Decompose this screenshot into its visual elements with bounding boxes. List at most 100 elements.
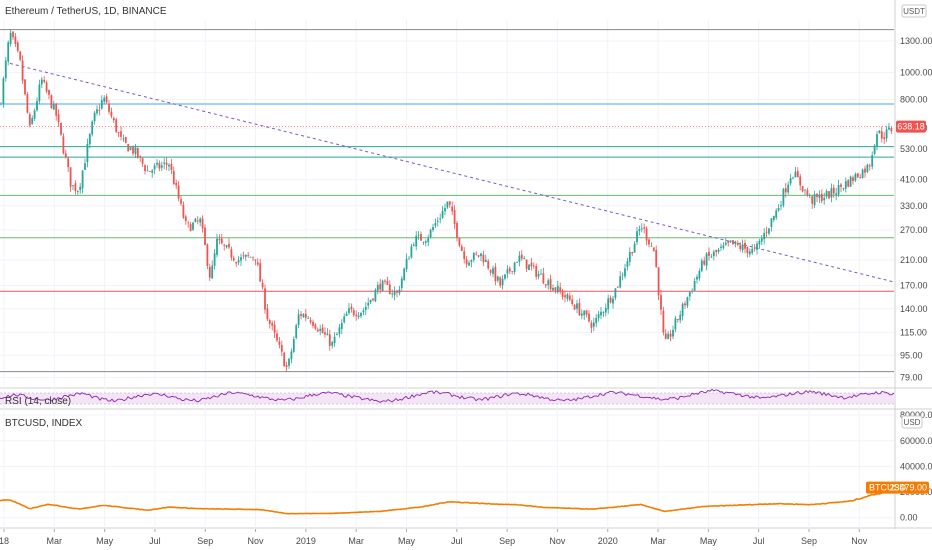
candle-body <box>448 201 451 205</box>
btc-currency-button[interactable] <box>901 415 923 429</box>
candle-body <box>148 171 151 172</box>
candle-body <box>396 290 398 293</box>
currency-button[interactable] <box>901 4 927 18</box>
candle-body <box>12 31 14 38</box>
candle-body <box>621 274 624 276</box>
candle-body <box>249 256 252 258</box>
candle-body <box>230 249 233 258</box>
candle-body <box>237 260 240 263</box>
candle-body <box>856 173 859 178</box>
candle-body <box>228 243 230 248</box>
candle-body <box>763 233 766 240</box>
candle-body <box>4 60 7 79</box>
y-tick-label: 95.00 <box>900 350 923 360</box>
candle-body <box>33 110 36 119</box>
btc-title: BTCUSD, INDEX <box>5 418 83 429</box>
candle-body <box>585 310 588 315</box>
candle-body <box>597 314 600 318</box>
btc-last-value: 23479.00 <box>889 483 927 493</box>
candle-body <box>780 205 782 207</box>
candle-body <box>184 216 187 222</box>
candle-body <box>211 265 214 279</box>
candle-body <box>247 254 250 256</box>
y-tick-label: 115.00 <box>900 327 927 337</box>
candle-body <box>429 229 432 238</box>
trendline <box>9 62 895 283</box>
candle-body <box>276 333 278 341</box>
candle-body <box>352 310 355 315</box>
candle-body <box>672 329 674 337</box>
y-tick-label: 530.00 <box>900 144 928 154</box>
candle-body <box>206 244 209 266</box>
candle-body <box>506 269 509 274</box>
candle-body <box>16 42 19 51</box>
candle-body <box>652 247 655 251</box>
btc-currency-label: USD <box>904 418 921 427</box>
candle-body <box>273 324 276 333</box>
last-price-value: 638.18 <box>897 122 925 132</box>
candle-body <box>624 268 626 277</box>
candle-body <box>417 234 420 236</box>
candle-body <box>220 238 223 244</box>
candle-body <box>801 186 804 192</box>
candle-body <box>427 238 430 243</box>
candle-body <box>168 164 170 167</box>
candle-body <box>580 313 583 316</box>
candle-body <box>165 162 168 165</box>
candle-body <box>523 258 526 260</box>
candle-body <box>45 82 48 92</box>
candle-body <box>789 178 792 184</box>
candle-body <box>412 244 415 246</box>
candle-body <box>74 183 77 191</box>
candle-body <box>7 42 10 62</box>
candle-body <box>830 188 833 198</box>
candle-body <box>297 314 300 326</box>
candle-body <box>362 310 365 313</box>
candle-body <box>729 240 732 243</box>
candle-body <box>312 321 314 326</box>
candle-body <box>746 247 749 254</box>
candle-body <box>264 288 266 310</box>
candle-body <box>537 274 540 277</box>
candle-body <box>566 294 569 299</box>
candle-body <box>160 165 163 168</box>
candle-body <box>619 276 622 288</box>
candle-body <box>192 222 194 230</box>
rsi-line <box>0 388 895 403</box>
candle-body <box>712 251 715 257</box>
candle-body <box>799 176 802 186</box>
candle-body <box>244 254 247 257</box>
btc-last-badge <box>866 481 929 494</box>
candle-body <box>792 177 794 179</box>
candle-body <box>403 268 406 280</box>
candle-body <box>172 170 175 185</box>
candle-body <box>472 252 475 261</box>
candle-body <box>213 253 216 266</box>
candle-body <box>31 118 34 124</box>
candle-body <box>360 312 362 317</box>
candle-body <box>643 227 646 229</box>
candle-body <box>290 351 293 360</box>
candle-body <box>588 313 590 322</box>
candle-body <box>688 292 691 297</box>
candle-body <box>319 328 322 331</box>
candle-body <box>496 276 499 281</box>
candle-body <box>93 112 96 122</box>
candle-body <box>139 155 142 157</box>
candle-body <box>861 169 864 178</box>
candle-body <box>199 218 202 223</box>
candle-body <box>592 322 595 327</box>
candle-body <box>525 259 528 269</box>
candle-body <box>489 270 492 273</box>
candle-body <box>693 281 696 291</box>
candle-body <box>888 127 890 130</box>
candle-body <box>100 100 103 109</box>
candle-body <box>468 262 470 266</box>
candle-body <box>816 193 818 198</box>
candle-body <box>292 339 295 352</box>
candle-body <box>2 78 5 104</box>
axes: 18 Mar May Jul Sep Nov 2019 Mar May Jul Sep Nov 2020… <box>0 36 932 546</box>
candle-body <box>657 267 660 296</box>
candle-body <box>43 79 46 82</box>
